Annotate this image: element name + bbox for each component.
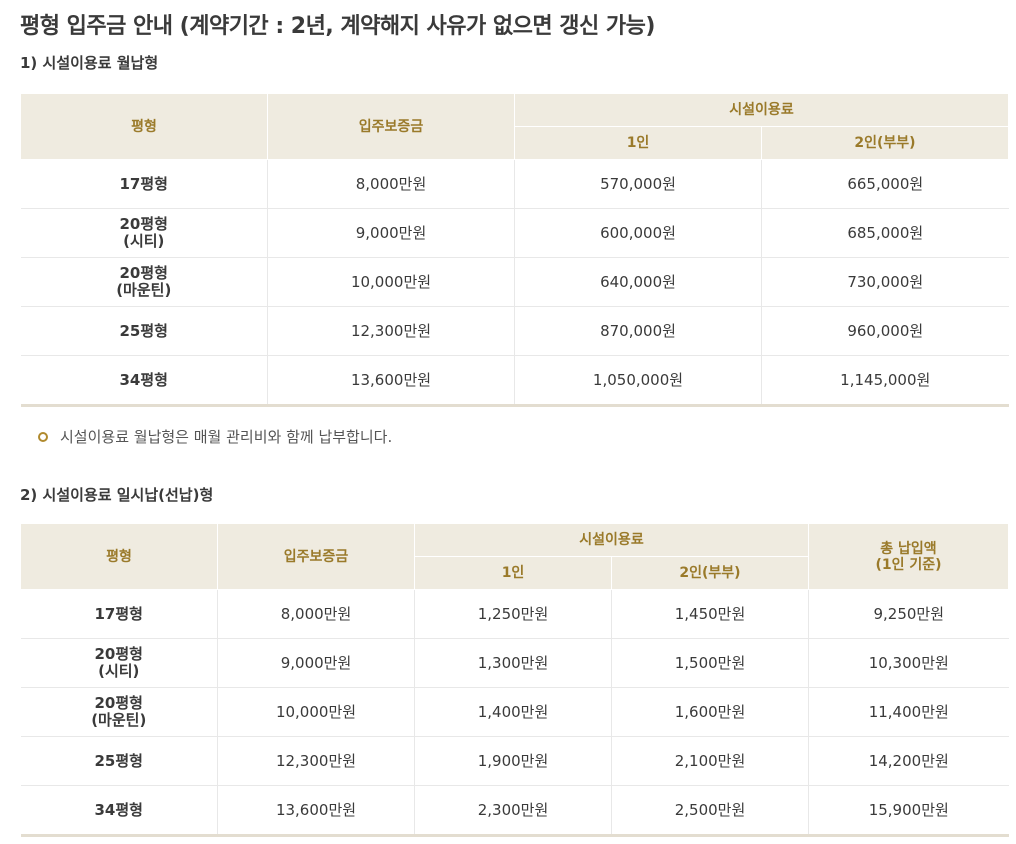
table-row: 25평형 12,300만원 870,000원 960,000원: [20, 306, 1009, 356]
cell-deposit: 12,300만원: [217, 736, 415, 786]
pyeong-label: 17평형: [94, 604, 143, 623]
table-row: 34평형 13,600만원 2,300만원 2,500만원 15,900만원: [20, 785, 1009, 836]
cell-pyeong: 34평형: [20, 785, 218, 836]
cell-fee-one: 870,000원: [514, 306, 762, 356]
cell-pyeong: 20평형 (시티): [20, 208, 268, 258]
cell-deposit: 13,600만원: [217, 785, 415, 836]
header-two-person: 2인(부부): [611, 556, 809, 590]
header-deposit: 입주보증금: [267, 93, 515, 160]
section1-heading: 1) 시설이용료 월납형: [20, 54, 159, 72]
pyeong-sublabel: (마운틴): [91, 711, 147, 729]
cell-fee-two: 730,000원: [761, 257, 1009, 307]
cell-fee-one: 1,050,000원: [514, 355, 762, 406]
bullet-icon: [38, 431, 48, 442]
table-row: 20평형 (시티) 9,000만원 600,000원 685,000원: [20, 208, 1009, 258]
cell-fee-two: 1,450만원: [611, 589, 809, 639]
cell-fee-one: 570,000원: [514, 159, 762, 209]
cell-pyeong: 34평형: [20, 355, 268, 406]
cell-total: 11,400만원: [808, 687, 1009, 737]
cell-pyeong: 20평형 (시티): [20, 638, 218, 688]
cell-fee-one: 600,000원: [514, 208, 762, 258]
cell-deposit: 8,000만원: [217, 589, 415, 639]
cell-fee-one: 1,300만원: [414, 638, 612, 688]
header-total-line1: 총 납입액: [880, 540, 937, 557]
cell-deposit: 9,000만원: [267, 208, 515, 258]
cell-deposit: 10,000만원: [267, 257, 515, 307]
table-row: 20평형 (마운틴) 10,000만원 640,000원 730,000원: [20, 257, 1009, 307]
pyeong-sublabel: (마운틴): [116, 281, 172, 299]
table-row: 17평형 8,000만원 570,000원 665,000원: [20, 159, 1009, 209]
header-one-person: 1인: [514, 126, 762, 160]
cell-fee-one: 640,000원: [514, 257, 762, 307]
cell-fee-two: 685,000원: [761, 208, 1009, 258]
pyeong-label: 25평형: [94, 751, 143, 770]
cell-fee-two: 1,600만원: [611, 687, 809, 737]
header-total-line2: (1인 기준): [875, 556, 942, 573]
page-title: 평형 입주금 안내 (계약기간 : 2년, 계약해지 사유가 없으면 갱신 가능…: [20, 14, 655, 39]
cell-total: 14,200만원: [808, 736, 1009, 786]
cell-fee-two: 1,145,000원: [761, 355, 1009, 406]
header-deposit: 입주보증금: [217, 523, 415, 590]
cell-fee-two: 665,000원: [761, 159, 1009, 209]
cell-deposit: 8,000만원: [267, 159, 515, 209]
pyeong-label: 17평형: [119, 174, 168, 193]
header-facility-fee: 시설이용료: [414, 523, 809, 557]
cell-fee-one: 2,300만원: [414, 785, 612, 836]
monthly-note-text: 시설이용료 월납형은 매월 관리비와 함께 납부합니다.: [60, 428, 393, 446]
cell-pyeong: 25평형: [20, 736, 218, 786]
cell-fee-one: 1,900만원: [414, 736, 612, 786]
header-facility-fee: 시설이용료: [514, 93, 1009, 127]
cell-pyeong: 17평형: [20, 589, 218, 639]
table-row: 17평형 8,000만원 1,250만원 1,450만원 9,250만원: [20, 589, 1009, 639]
table-row: 25평형 12,300만원 1,900만원 2,100만원 14,200만원: [20, 736, 1009, 786]
pyeong-label: 20평형: [119, 215, 168, 233]
table-row: 20평형 (마운틴) 10,000만원 1,400만원 1,600만원 11,400만원: [20, 687, 1009, 737]
pyeong-label: 20평형: [119, 264, 168, 282]
header-two-person: 2인(부부): [761, 126, 1009, 160]
header-one-person: 1인: [414, 556, 612, 590]
cell-deposit: 10,000만원: [217, 687, 415, 737]
cell-total: 9,250만원: [808, 589, 1009, 639]
cell-deposit: 9,000만원: [217, 638, 415, 688]
cell-deposit: 12,300만원: [267, 306, 515, 356]
cell-deposit: 13,600만원: [267, 355, 515, 406]
cell-fee-two: 1,500만원: [611, 638, 809, 688]
cell-fee-two: 960,000원: [761, 306, 1009, 356]
table-row: 20평형 (시티) 9,000만원 1,300만원 1,500만원 10,300만원: [20, 638, 1009, 688]
section2-heading: 2) 시설이용료 일시납(선납)형: [20, 486, 214, 504]
header-total-payment: 총 납입액 (1인 기준): [808, 523, 1009, 590]
cell-pyeong: 20평형 (마운틴): [20, 687, 218, 737]
cell-pyeong: 17평형: [20, 159, 268, 209]
cell-pyeong: 20평형 (마운틴): [20, 257, 268, 307]
pyeong-label: 20평형: [94, 694, 143, 712]
cell-pyeong: 25평형: [20, 306, 268, 356]
pyeong-label: 34평형: [119, 370, 168, 389]
pyeong-sublabel: (시티): [98, 662, 140, 680]
table-row: 34평형 13,600만원 1,050,000원 1,145,000원: [20, 355, 1009, 406]
prepaid-fee-table: 평형 입주보증금 시설이용료 총 납입액 (1인 기준) 1인 2인(부부) 1…: [20, 523, 1009, 837]
cell-total: 10,300만원: [808, 638, 1009, 688]
cell-fee-two: 2,500만원: [611, 785, 809, 836]
pyeong-label: 34평형: [94, 800, 143, 819]
pyeong-label: 25평형: [119, 321, 168, 340]
header-pyeong: 평형: [20, 523, 218, 590]
cell-fee-one: 1,250만원: [414, 589, 612, 639]
cell-total: 15,900만원: [808, 785, 1009, 836]
header-pyeong: 평형: [20, 93, 268, 160]
pyeong-sublabel: (시티): [123, 232, 165, 250]
pyeong-label: 20평형: [94, 645, 143, 663]
cell-fee-two: 2,100만원: [611, 736, 809, 786]
monthly-note: 시설이용료 월납형은 매월 관리비와 함께 납부합니다.: [38, 426, 392, 447]
cell-fee-one: 1,400만원: [414, 687, 612, 737]
monthly-fee-table: 평형 입주보증금 시설이용료 1인 2인(부부) 17평형 8,000만원 570,…: [20, 93, 1009, 407]
